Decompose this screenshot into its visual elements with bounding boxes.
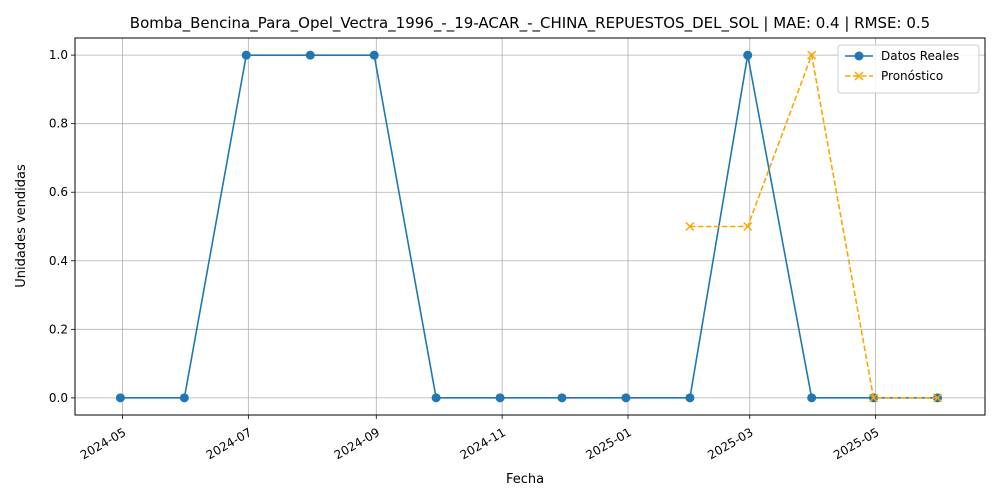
grid [75, 38, 985, 415]
data-point-datos-reales [369, 50, 379, 60]
data-point-pronostico [807, 50, 817, 60]
data-point-datos-reales [431, 393, 441, 403]
series-line-datos-reales [120, 54, 938, 399]
chart-title: Bomba_Bencina_Para_Opel_Vectra_1996_-_19… [130, 14, 930, 33]
legend-box [837, 44, 980, 94]
data-point-datos-reales [241, 50, 251, 60]
data-point-datos-reales [305, 50, 315, 60]
y-tick-label: 0.6 [49, 185, 68, 199]
data-point-datos-reales [621, 393, 631, 403]
y-tick-label: 0.8 [49, 117, 68, 131]
data-point-pronostico [933, 393, 943, 403]
series-layer [115, 50, 943, 403]
legend-label-pronostico: Pronóstico [881, 69, 943, 83]
legend: Datos Reales Pronóstico [837, 44, 980, 94]
data-point-datos-reales [179, 393, 189, 403]
data-point-datos-reales [685, 393, 695, 403]
legend-label-datos-reales: Datos Reales [881, 49, 959, 63]
y-tick-label: 0.2 [49, 322, 68, 336]
y-tick-label: 0.0 [49, 391, 68, 405]
y-tick-label: 1.0 [49, 48, 68, 62]
legend-marker-datos-reales [854, 51, 864, 61]
y-tick-label: 0.4 [49, 254, 68, 268]
x-axis-title: Fecha [506, 472, 544, 487]
data-point-pronostico [743, 221, 753, 232]
data-point-datos-reales [557, 393, 567, 403]
y-axis-title: Unidades vendidas [14, 164, 29, 288]
data-point-datos-reales [743, 50, 753, 60]
data-point-datos-reales [495, 393, 505, 403]
legend-marker-pronostico [854, 71, 864, 81]
data-point-datos-reales [115, 393, 125, 403]
data-point-pronostico [685, 221, 695, 232]
data-point-pronostico [869, 393, 879, 403]
plot-frame [74, 37, 986, 416]
data-point-datos-reales [807, 393, 817, 403]
